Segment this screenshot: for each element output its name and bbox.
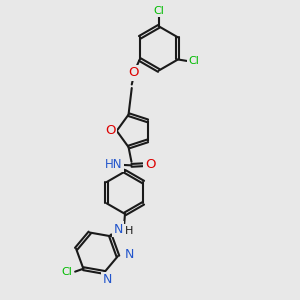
Text: Cl: Cl: [189, 56, 200, 66]
Text: N: N: [103, 273, 112, 286]
Text: O: O: [145, 158, 155, 171]
Text: Cl: Cl: [153, 6, 164, 16]
Text: HN: HN: [105, 158, 123, 171]
Text: O: O: [128, 66, 139, 79]
Text: H: H: [125, 226, 134, 236]
Text: N: N: [124, 248, 134, 261]
Text: O: O: [105, 124, 116, 137]
Text: Cl: Cl: [62, 267, 73, 277]
Text: N: N: [113, 223, 123, 236]
